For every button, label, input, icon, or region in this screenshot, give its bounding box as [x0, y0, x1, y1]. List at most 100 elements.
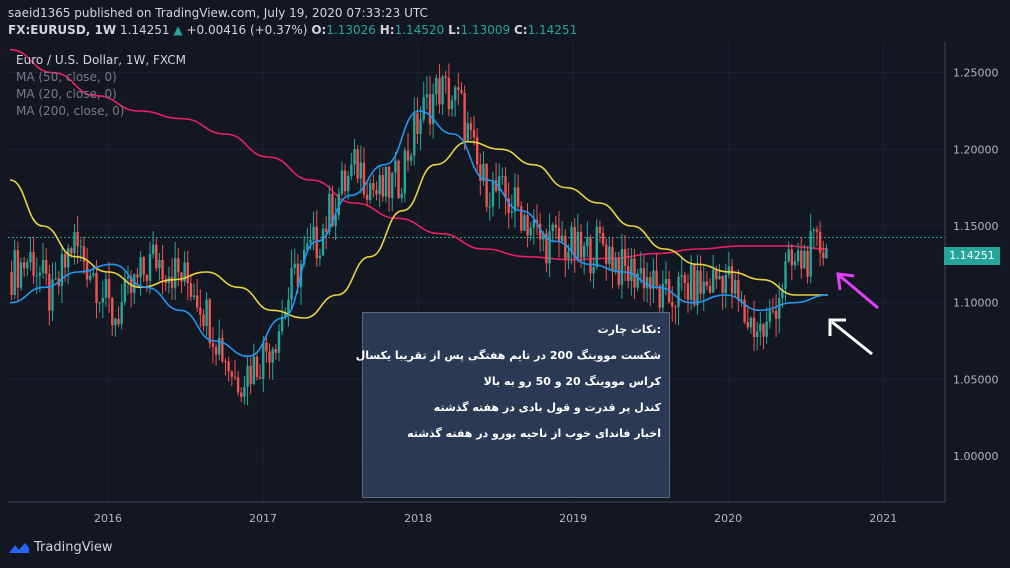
chart-legend: Euro / U.S. Dollar, 1W, FXCM MA (50, clo… — [16, 52, 186, 120]
candle-body — [369, 183, 372, 201]
candle-body — [48, 274, 51, 311]
candle-body — [192, 295, 196, 297]
candle-body — [545, 233, 548, 264]
candle-body — [356, 149, 359, 179]
candle-body — [778, 298, 781, 319]
candle-body — [208, 299, 211, 344]
candle-body — [601, 232, 605, 245]
candle-body — [450, 100, 454, 110]
candle-body — [95, 272, 98, 303]
candle-body — [26, 262, 29, 269]
axes: 1.25000 1.20000 1.15000 1.10000 1.05000 1.000… — [8, 42, 999, 525]
chart-area[interactable]: 1.25000 1.20000 1.15000 1.10000 1.05000 1.000… — [8, 42, 1010, 530]
candle-body — [271, 349, 274, 363]
candle-body — [126, 276, 130, 279]
candle-body — [170, 276, 174, 288]
candle-body — [221, 337, 224, 362]
candle-body — [280, 316, 284, 332]
candle-body — [447, 77, 451, 110]
candle-body — [378, 175, 381, 195]
y-tick-label: 1.25000 — [953, 67, 999, 80]
candle-body — [252, 356, 256, 384]
candle-body — [645, 277, 649, 289]
candle-body — [457, 87, 460, 90]
candle-body — [598, 226, 602, 233]
candle-body — [711, 269, 715, 293]
candle-body — [718, 276, 721, 280]
candle-body — [705, 281, 709, 286]
close-value: 1.14251 — [527, 23, 578, 37]
legend-ma20[interactable]: MA (20, close, 0) — [16, 87, 117, 101]
candle-body — [391, 172, 394, 198]
symbol-label[interactable]: FX:EURUSD, 1W — [8, 23, 117, 37]
price-chart[interactable]: 1.25000 1.20000 1.15000 1.10000 1.05000 1.000… — [8, 42, 1010, 530]
candle-body — [246, 366, 249, 388]
candle-body — [689, 264, 693, 300]
candle-body — [60, 254, 64, 286]
low-label: L: — [448, 23, 461, 37]
candle-body — [554, 224, 558, 228]
candle-body — [262, 342, 265, 379]
candle-body — [809, 230, 812, 277]
candle-body — [444, 76, 447, 78]
candle-body — [576, 231, 580, 259]
candle-body — [771, 310, 775, 312]
ma50-line — [9, 140, 828, 319]
candle-body — [435, 78, 438, 95]
candle-body — [614, 258, 617, 272]
candle-body — [825, 249, 828, 259]
candle-body — [101, 297, 105, 303]
candle-body — [328, 193, 331, 232]
chart-note-box[interactable]: :نکات چارت شکست مووینگ 200 در تایم هفتگی… — [356, 312, 670, 498]
note-line-3: کندل پر قدرت و قول بادی در هفته گذشته — [433, 401, 661, 414]
candle-body — [510, 211, 514, 213]
tradingview-brand[interactable]: TradingView — [8, 540, 113, 555]
candle-body — [161, 259, 164, 280]
candle-body — [409, 155, 413, 161]
candle-body — [535, 219, 539, 224]
candle-body — [331, 193, 334, 227]
candle-body — [400, 193, 403, 199]
candle-body — [362, 162, 366, 195]
candle-body — [183, 262, 186, 282]
candle-body — [296, 263, 300, 287]
legend-ma200[interactable]: MA (200, close, 0) — [16, 104, 125, 118]
candle-body — [32, 251, 35, 276]
legend-ma50[interactable]: MA (50, close, 0) — [16, 70, 117, 84]
y-tick-label: 1.20000 — [953, 143, 999, 156]
candle-body — [236, 377, 240, 393]
candle-body — [202, 314, 205, 326]
candle-body — [98, 302, 101, 304]
ma50-path — [9, 140, 828, 319]
candle-body — [523, 215, 526, 231]
high-label: H: — [379, 23, 395, 37]
candle-body — [334, 214, 337, 227]
candle-body — [180, 272, 183, 282]
candle-body — [683, 275, 687, 284]
candle-body — [560, 235, 564, 242]
candle-body — [564, 235, 567, 259]
candle-body — [16, 250, 20, 288]
candle-body — [306, 243, 309, 250]
candle-body — [567, 251, 570, 259]
candle-body — [636, 273, 639, 288]
candle-body — [284, 313, 287, 317]
tradingview-logo-icon — [9, 542, 29, 553]
legend-title: Euro / U.S. Dollar, 1W, FXCM — [16, 53, 186, 67]
change-arrow-icon: ▲ — [173, 23, 183, 37]
candle-body — [611, 246, 614, 272]
candle-body — [350, 164, 353, 176]
candle-body — [70, 248, 73, 254]
note-title: :نکات چارت — [597, 323, 661, 336]
candle-body — [403, 150, 407, 194]
candle-body — [155, 244, 158, 269]
candle-body — [693, 264, 696, 306]
candle-body — [793, 261, 797, 266]
candle-body — [513, 187, 517, 212]
candle-body — [721, 276, 724, 294]
candle-body — [79, 246, 82, 248]
candle-body — [548, 231, 551, 264]
candle-body — [107, 278, 111, 298]
candle-body — [774, 310, 778, 319]
candle-body — [92, 272, 95, 276]
